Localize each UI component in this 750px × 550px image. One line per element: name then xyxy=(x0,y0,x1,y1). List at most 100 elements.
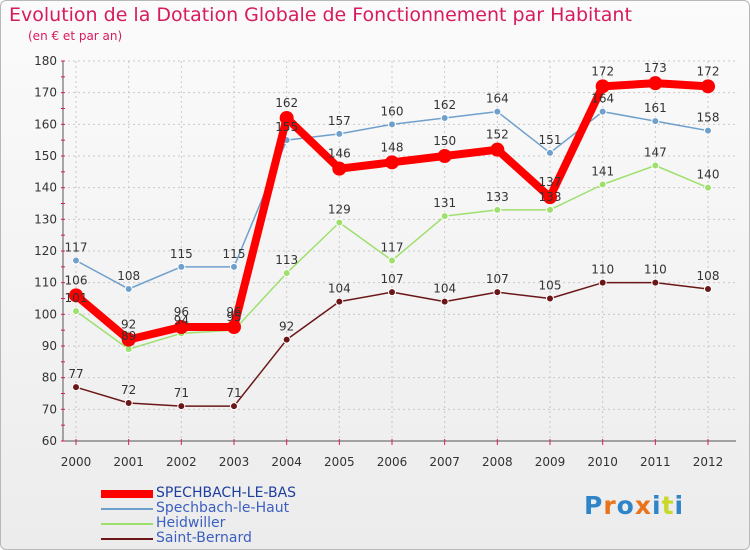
x-tick-label: 2007 xyxy=(429,455,460,469)
data-point xyxy=(598,278,607,287)
data-point xyxy=(72,383,80,392)
data-label: 110 xyxy=(591,263,614,277)
data-label: 113 xyxy=(275,253,298,267)
data-point xyxy=(388,256,396,265)
data-label: 117 xyxy=(65,241,88,255)
proxiti-logo: Proxiti xyxy=(584,491,684,520)
data-label: 92 xyxy=(279,320,294,334)
y-tick-label: 130 xyxy=(34,212,57,226)
data-point xyxy=(72,307,80,316)
data-label: 147 xyxy=(644,146,667,160)
y-tick-label: 100 xyxy=(34,307,57,321)
x-tick-label: 2008 xyxy=(482,455,513,469)
data-point xyxy=(704,285,712,293)
data-point xyxy=(177,262,186,271)
data-label: 89 xyxy=(121,329,136,343)
grid xyxy=(63,60,736,442)
data-label: 157 xyxy=(328,114,351,128)
logo-letter: x xyxy=(634,491,652,520)
x-tick-label: 2006 xyxy=(377,455,408,469)
data-label: 72 xyxy=(121,383,136,397)
y-tick-label: 80 xyxy=(42,371,57,385)
logo-letter: o xyxy=(616,491,635,520)
y-tick-label: 150 xyxy=(34,149,57,163)
data-point xyxy=(69,288,83,303)
data-label: 162 xyxy=(433,98,456,112)
data-label: 107 xyxy=(381,272,404,286)
data-point xyxy=(651,278,660,287)
data-point xyxy=(598,107,607,116)
y-tick-label: 120 xyxy=(34,244,57,258)
data-point xyxy=(388,120,396,129)
data-point xyxy=(701,79,715,94)
legend-label: Spechbach-le-Haut xyxy=(156,500,290,516)
x-tick-label: 2004 xyxy=(271,455,302,469)
data-point xyxy=(493,288,502,297)
data-point xyxy=(546,148,554,157)
data-point xyxy=(651,117,660,126)
data-label: 95 xyxy=(226,310,241,324)
data-point xyxy=(598,180,607,189)
data-point xyxy=(546,205,554,214)
data-point xyxy=(493,107,502,116)
data-label: 148 xyxy=(381,140,404,154)
data-label: 94 xyxy=(174,313,189,327)
data-label: 117 xyxy=(381,241,404,255)
y-tick-label: 110 xyxy=(34,276,57,290)
data-label: 108 xyxy=(117,269,140,283)
data-label: 71 xyxy=(226,386,241,400)
data-label: 104 xyxy=(433,282,456,296)
data-label: 110 xyxy=(644,263,667,277)
x-tick-label: 2001 xyxy=(113,455,144,469)
data-point xyxy=(282,269,291,278)
legend-swatch xyxy=(101,508,153,510)
y-tick-label: 90 xyxy=(42,339,57,353)
data-label: 71 xyxy=(174,386,189,400)
data-label: 96 xyxy=(226,305,241,319)
data-point xyxy=(230,402,238,411)
data-point xyxy=(177,402,186,411)
data-point xyxy=(279,111,294,125)
data-label: 152 xyxy=(486,128,509,142)
data-point xyxy=(124,399,133,407)
data-point xyxy=(335,218,344,227)
y-tick-label: 180 xyxy=(34,54,57,68)
data-point xyxy=(332,161,347,176)
data-label: 140 xyxy=(697,168,720,182)
y-tick-label: 70 xyxy=(42,402,57,416)
data-point xyxy=(385,155,399,170)
data-label: 173 xyxy=(644,61,667,75)
data-label: 133 xyxy=(539,190,562,204)
x-tick-label: 2000 xyxy=(61,455,92,469)
logo-letter: t xyxy=(661,491,675,520)
data-point xyxy=(174,320,189,334)
data-point xyxy=(335,129,344,138)
data-label: 105 xyxy=(539,279,562,293)
data-point xyxy=(437,149,452,163)
y-tick-label: 60 xyxy=(42,434,57,448)
legend-label: SPECHBACH-LE-BAS xyxy=(156,485,297,501)
data-label: 161 xyxy=(644,101,667,115)
data-label: 108 xyxy=(697,269,720,283)
data-label: 129 xyxy=(328,203,351,217)
data-point xyxy=(546,294,554,303)
data-label: 77 xyxy=(68,367,83,381)
data-label: 150 xyxy=(433,134,456,148)
data-point xyxy=(227,320,241,334)
legend-swatch xyxy=(101,523,153,525)
data-label: 133 xyxy=(486,190,509,204)
x-tick-label: 2005 xyxy=(324,455,355,469)
data-label: 137 xyxy=(539,175,562,189)
data-label: 101 xyxy=(65,291,88,305)
y-tick-label: 170 xyxy=(34,86,57,100)
x-tick-label: 2009 xyxy=(535,455,566,469)
x-tick-label: 2003 xyxy=(219,455,250,469)
data-label: 151 xyxy=(539,133,562,147)
x-tick-label: 2002 xyxy=(166,455,197,469)
data-label: 96 xyxy=(174,305,189,319)
y-tick-label: 160 xyxy=(34,117,57,131)
data-point xyxy=(651,161,660,170)
